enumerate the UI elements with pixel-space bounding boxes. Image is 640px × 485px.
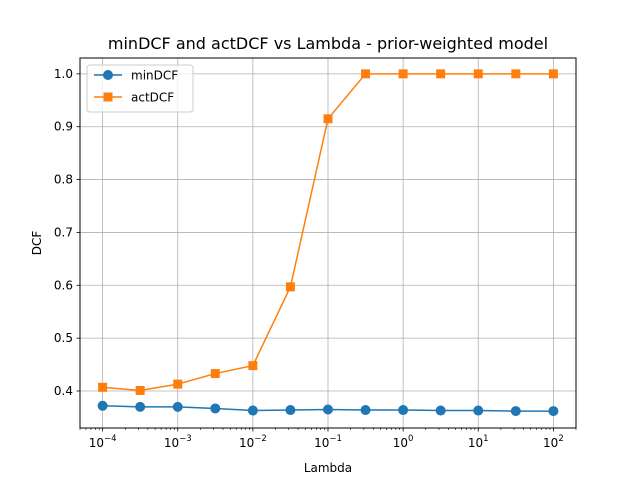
data-point-actdcf bbox=[98, 382, 108, 392]
y-axis-label: DCF bbox=[30, 231, 44, 256]
data-point-mindcf bbox=[97, 400, 108, 411]
data-point-actdcf bbox=[436, 69, 446, 79]
data-point-mindcf bbox=[473, 405, 484, 416]
x-tick-label: 101 bbox=[468, 434, 489, 450]
data-point-mindcf bbox=[435, 405, 446, 416]
x-tick-label: 10−2 bbox=[239, 434, 267, 450]
data-point-actdcf bbox=[248, 361, 258, 371]
y-tick-label: 1.0 bbox=[54, 67, 73, 81]
x-tick-label: 100 bbox=[393, 434, 414, 450]
data-point-actdcf bbox=[473, 69, 483, 79]
y-tick-label: 0.7 bbox=[54, 225, 73, 239]
y-tick-label: 0.5 bbox=[54, 331, 73, 345]
y-tick-label: 0.6 bbox=[54, 278, 73, 292]
data-point-actdcf bbox=[135, 385, 145, 395]
chart-title: minDCF and actDCF vs Lambda - prior-weig… bbox=[108, 34, 548, 53]
data-point-actdcf bbox=[210, 369, 220, 379]
y-tick-label: 0.8 bbox=[54, 173, 73, 187]
data-point-actdcf bbox=[398, 69, 408, 79]
y-tick-label: 0.4 bbox=[54, 384, 73, 398]
data-point-actdcf bbox=[548, 69, 558, 79]
data-point-mindcf bbox=[510, 406, 521, 417]
legend-label-mindcf: minDCF bbox=[131, 69, 178, 83]
data-point-actdcf bbox=[323, 114, 333, 124]
series-layer bbox=[97, 69, 559, 417]
data-point-mindcf bbox=[360, 405, 371, 416]
data-point-mindcf bbox=[247, 405, 258, 416]
data-point-mindcf bbox=[210, 403, 221, 414]
x-axis-label: Lambda bbox=[304, 461, 352, 475]
data-point-mindcf bbox=[135, 401, 146, 412]
data-point-mindcf bbox=[323, 404, 333, 415]
data-point-actdcf bbox=[361, 69, 371, 79]
legend-marker-mindcf bbox=[103, 70, 113, 80]
data-point-mindcf bbox=[285, 405, 296, 416]
data-point-mindcf bbox=[398, 405, 409, 416]
legend-marker-actdcf bbox=[103, 92, 113, 102]
x-tick-label: 10−4 bbox=[89, 434, 117, 450]
legend-box bbox=[86, 64, 194, 113]
data-point-actdcf bbox=[285, 282, 295, 292]
axis-ticks: 10−4 10−3 10−2 10−1 100 101 102 0.4 0.5 0.6 0.7 0.8… bbox=[54, 67, 577, 450]
y-tick-label: 0.9 bbox=[54, 120, 73, 134]
legend-label-actdcf: actDCF bbox=[131, 91, 174, 105]
x-tick-label: 10−3 bbox=[164, 434, 192, 450]
x-tick-label: 10−1 bbox=[314, 434, 342, 450]
data-point-mindcf bbox=[548, 406, 559, 417]
x-tick-label: 102 bbox=[543, 434, 564, 450]
grid-lines bbox=[80, 58, 576, 428]
legend: minDCF actDCF bbox=[86, 64, 194, 113]
data-point-mindcf bbox=[172, 401, 183, 412]
data-point-actdcf bbox=[173, 379, 183, 389]
data-point-actdcf bbox=[511, 69, 521, 79]
